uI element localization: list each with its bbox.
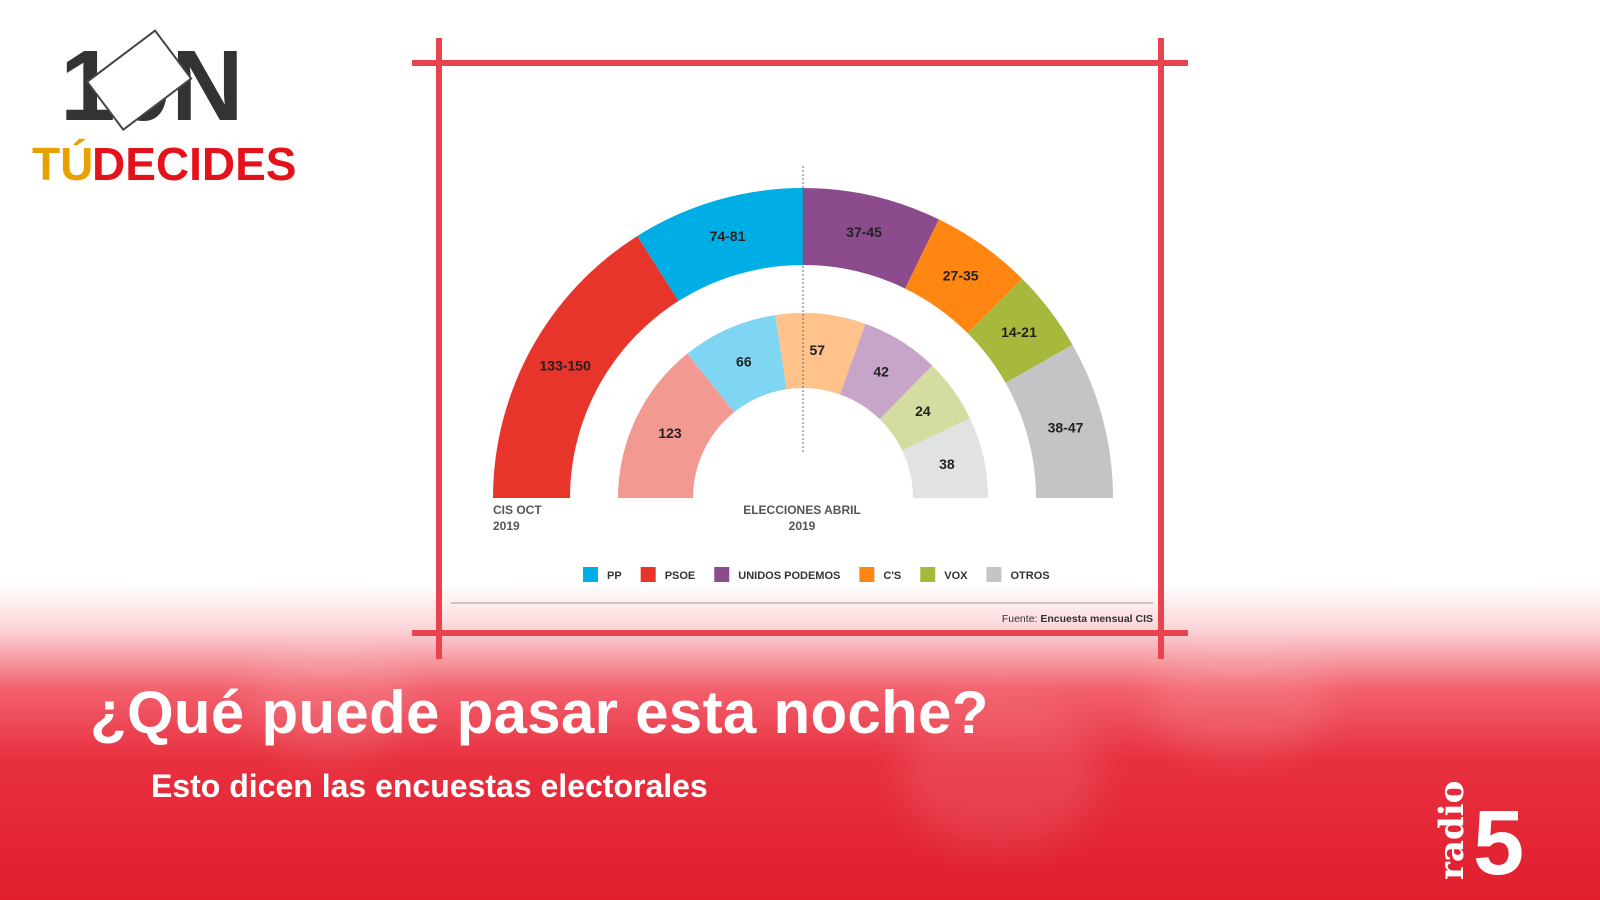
five-text: 5 — [1473, 792, 1524, 880]
outer-label-vox: 14-21 — [1001, 324, 1037, 340]
inner-segment-otros — [902, 418, 988, 498]
inner-caption-line1: ELECCIONES ABRIL — [743, 503, 861, 517]
legend-swatch-pp — [583, 567, 598, 582]
legend-label-otros: OTROS — [1010, 570, 1049, 582]
bokeh-light — [900, 700, 1100, 850]
inner-segment-vox — [879, 365, 970, 451]
outer-segment-c-s — [905, 219, 1023, 334]
outer-label-unidos-podemos: 37-45 — [846, 224, 882, 240]
outer-segment-vox — [967, 278, 1073, 383]
legend-swatch-psoe — [640, 567, 656, 582]
frame-top — [412, 60, 1188, 66]
legend-label-c-s: C'S — [883, 570, 901, 582]
frame-left — [436, 38, 442, 659]
legend-label-vox: VOX — [944, 570, 968, 582]
inner-segment-c-s — [775, 313, 866, 395]
outer-segment-psoe — [493, 235, 679, 499]
bokeh-light — [1150, 640, 1330, 760]
legend-swatch-unidos-podemos — [714, 567, 730, 582]
inner-segment-psoe — [618, 353, 735, 498]
legend-swatch-otros — [986, 567, 1002, 582]
outer-segment-unidos-podemos — [803, 188, 939, 289]
legend-label-unidos-podemos: UNIDOS PODEMOS — [738, 570, 840, 582]
inner-label-unidos-podemos: 42 — [873, 364, 889, 380]
outer-label-otros: 38-47 — [1048, 419, 1084, 435]
radio5-logo: radio 5 — [1432, 781, 1524, 880]
ballot-icon — [85, 29, 193, 132]
legend-swatch-c-s — [859, 567, 875, 582]
bokeh-light — [250, 640, 410, 760]
headline-subtitle: Esto dicen las encuestas electorales — [151, 768, 708, 804]
inner-segment-pp — [687, 315, 787, 413]
outer-segment-pp — [637, 188, 803, 302]
inner-label-pp: 66 — [736, 354, 752, 370]
legend-label-pp: PP — [607, 570, 622, 582]
inner-label-c-s: 57 — [809, 342, 825, 358]
outer-label-pp: 74-81 — [710, 228, 746, 244]
legend-swatch-vox — [920, 567, 936, 582]
source-note: Fuente: Encuesta mensual CIS — [1002, 613, 1153, 625]
inner-label-vox: 24 — [915, 403, 931, 419]
outer-label-c-s: 27-35 — [943, 268, 979, 284]
logo-decides-text: DECIDES — [92, 138, 296, 190]
outer-caption-line1: CIS OCT — [493, 503, 542, 517]
logo-tu-text: TÚ — [32, 138, 93, 190]
frame-right — [1158, 38, 1164, 659]
legend: PP PSOE UNIDOS PODEMOS C'S VOX OTROS — [583, 567, 1050, 582]
inner-label-otros: 38 — [939, 456, 955, 472]
headline-title: ¿Qué puede pasar esta noche? — [90, 679, 989, 746]
radio-text: radio — [1432, 781, 1472, 880]
source-prefix: Fuente: — [1002, 613, 1038, 625]
source-name: Encuesta mensual CIS — [1040, 613, 1153, 625]
10n-tu-decides-logo: 10N TÚ DECIDES — [32, 29, 296, 190]
outer-label-psoe: 133-150 — [540, 358, 592, 374]
inner-label-psoe: 123 — [658, 425, 682, 441]
inner-caption-line2: 2019 — [789, 519, 816, 533]
outer-caption-line2: 2019 — [493, 519, 520, 533]
legend-label-psoe: PSOE — [665, 570, 696, 582]
outer-segment-otros — [1005, 344, 1113, 498]
frame-bottom — [412, 630, 1188, 636]
inner-segment-unidos-podemos — [840, 323, 933, 420]
